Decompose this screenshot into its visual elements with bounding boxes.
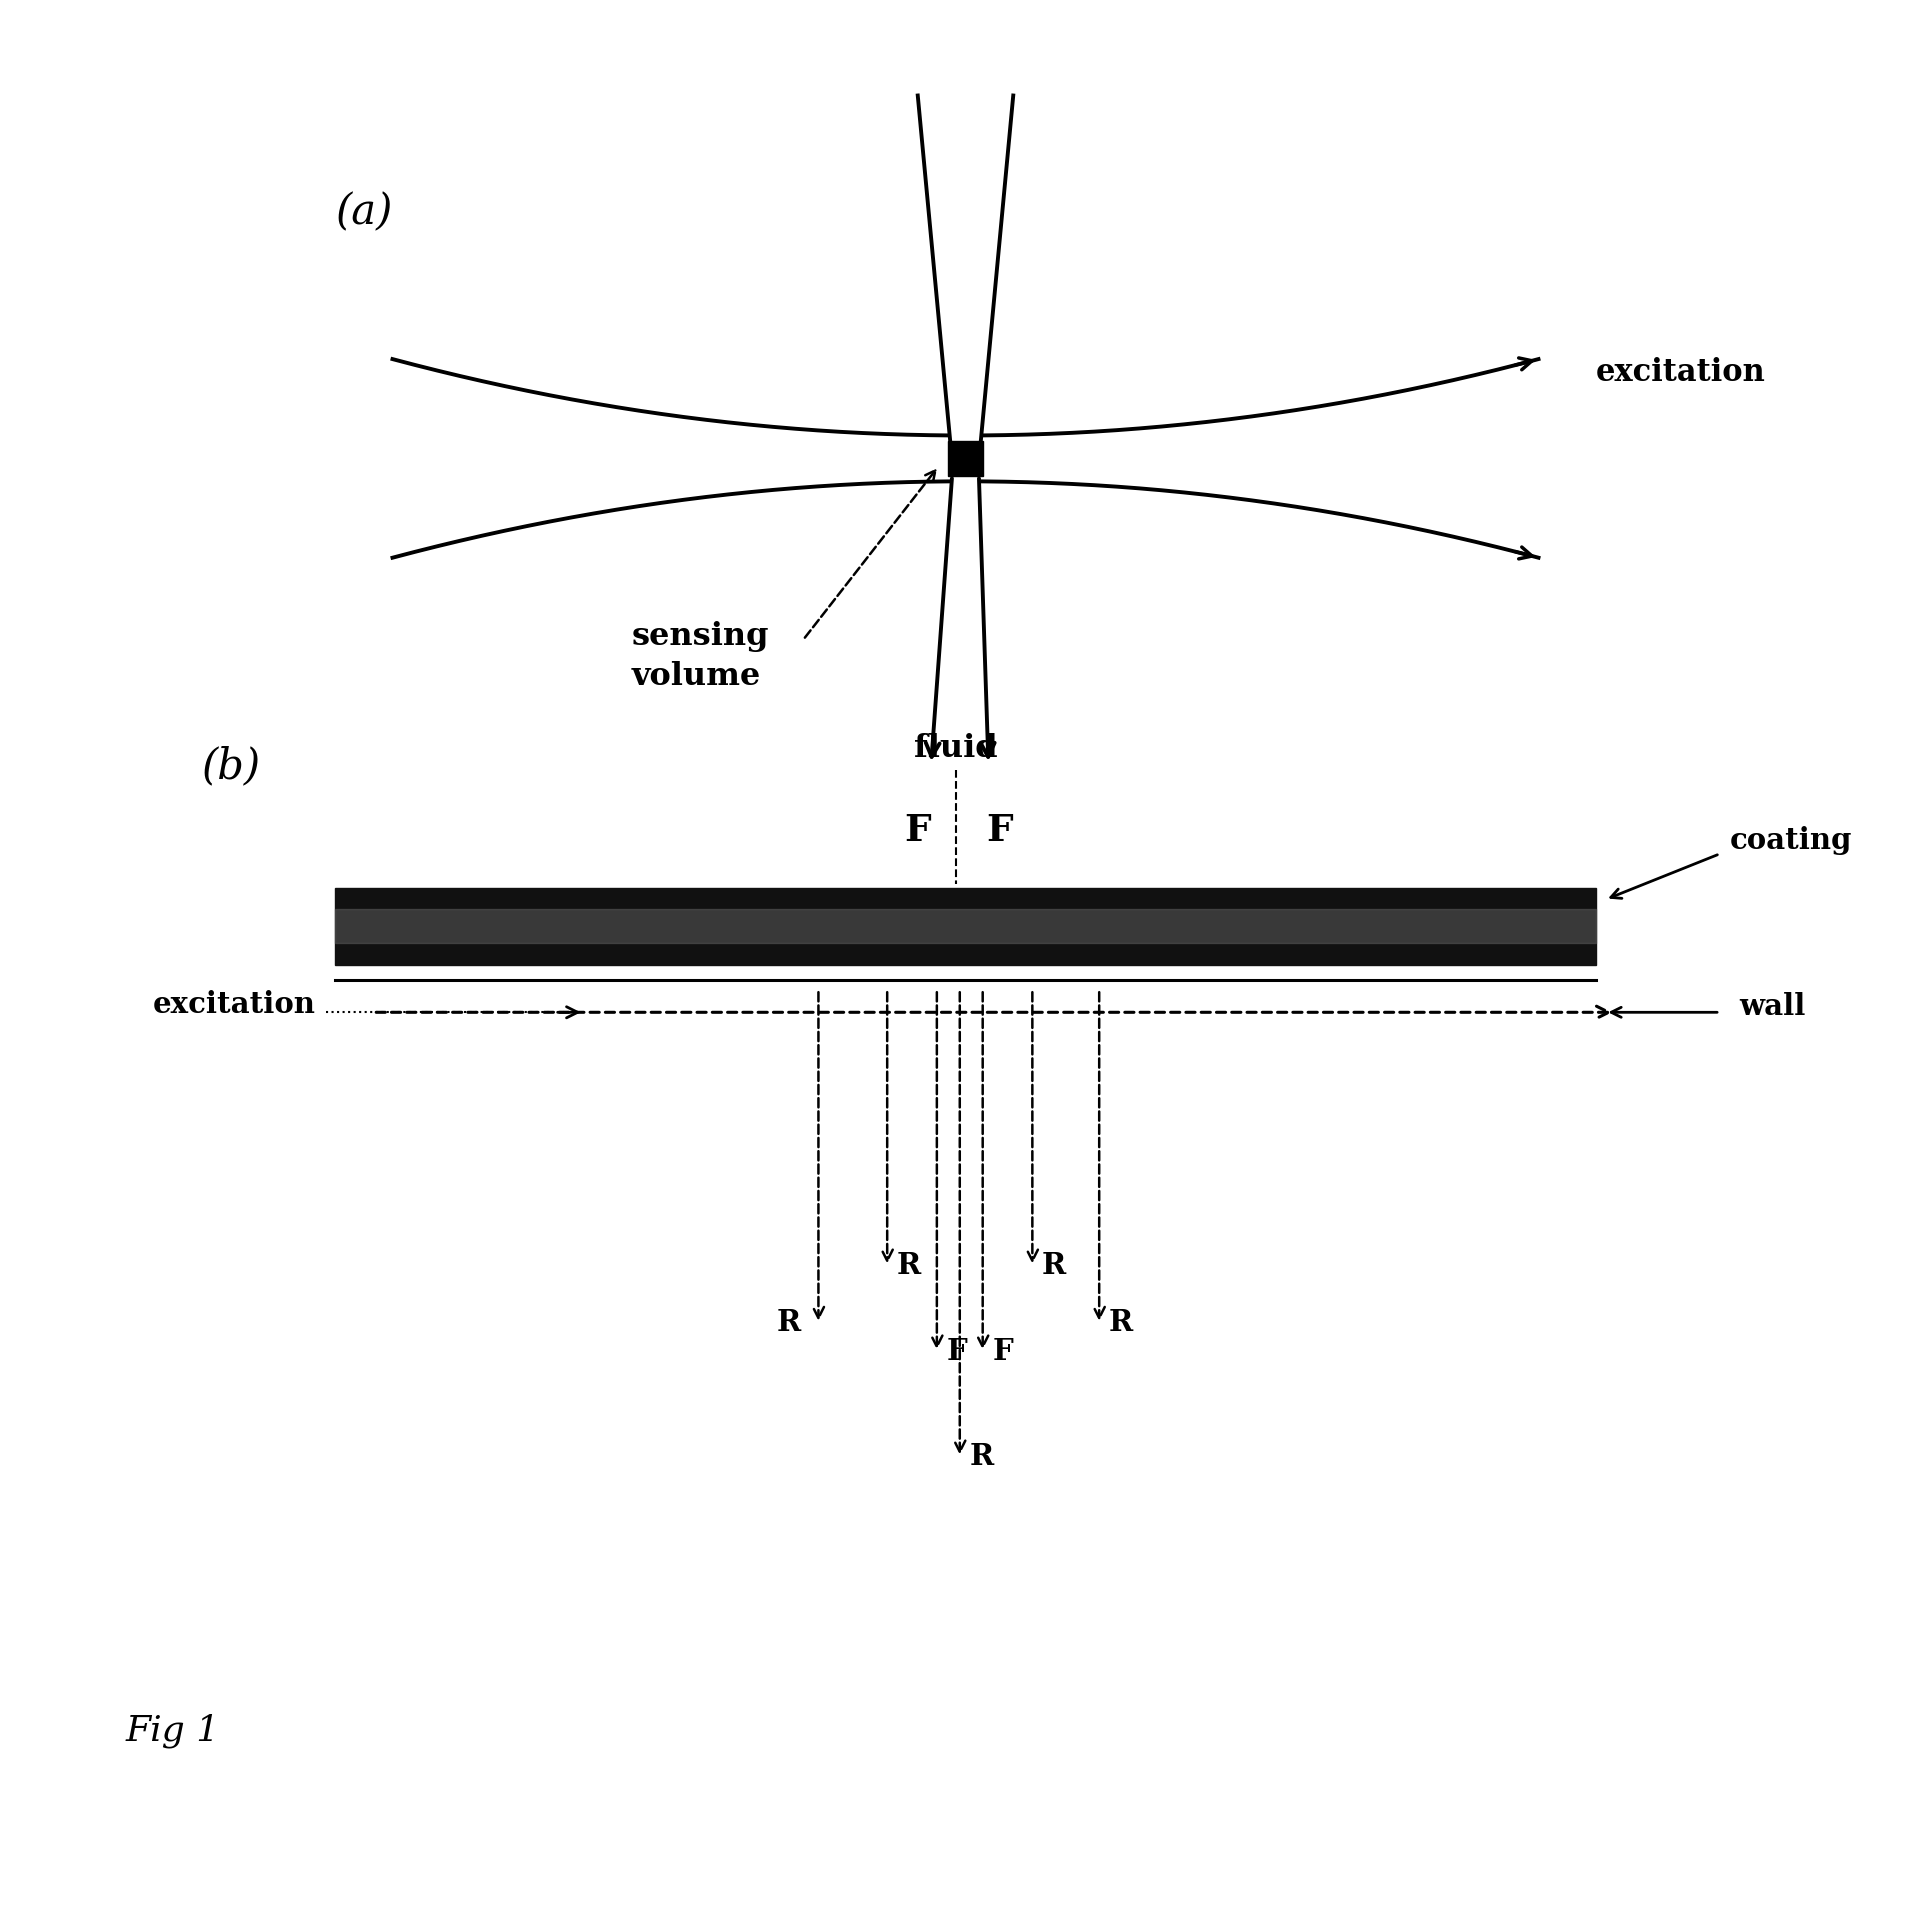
Text: R: R bbox=[776, 1308, 801, 1337]
Text: coating: coating bbox=[1729, 825, 1851, 856]
Text: (b): (b) bbox=[201, 745, 261, 787]
Text: R: R bbox=[969, 1442, 994, 1471]
Text: F: F bbox=[992, 1337, 1013, 1366]
Text: wall: wall bbox=[1739, 991, 1805, 1022]
Text: excitation: excitation bbox=[152, 989, 317, 1020]
Text: R: R bbox=[1042, 1251, 1065, 1280]
Bar bbox=[336, 909, 1594, 944]
Bar bbox=[948, 441, 982, 476]
Text: R: R bbox=[896, 1251, 921, 1280]
Text: fluid: fluid bbox=[913, 733, 998, 764]
Text: (a): (a) bbox=[336, 191, 392, 233]
Text: excitation: excitation bbox=[1594, 357, 1764, 388]
Text: F: F bbox=[986, 812, 1013, 848]
Text: Fig 1: Fig 1 bbox=[125, 1713, 220, 1748]
Text: F: F bbox=[946, 1337, 967, 1366]
Text: F: F bbox=[903, 812, 930, 848]
Text: sensing
volume: sensing volume bbox=[631, 621, 768, 691]
Text: R: R bbox=[1108, 1308, 1133, 1337]
Bar bbox=[336, 888, 1594, 965]
